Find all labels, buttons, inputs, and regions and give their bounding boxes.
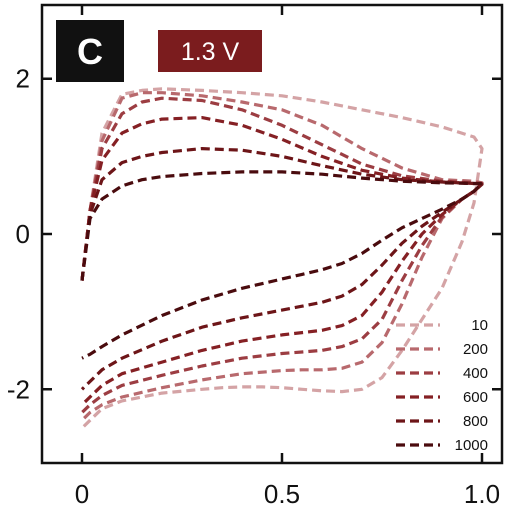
- tick-layer: 0 0.5 1.0 -2 0 2: [7, 5, 502, 508]
- panel-label-background: [56, 20, 124, 82]
- x-tick-label: 0: [75, 479, 89, 508]
- panel-label-badge: C: [56, 20, 124, 82]
- voltage-badge-background: [158, 30, 262, 72]
- legend-label-1000: 1000: [455, 437, 488, 454]
- series-line-200: [80, 91, 484, 422]
- legend: 10 200 400 600 800 1000: [396, 317, 488, 454]
- series-line-600: [80, 115, 484, 406]
- voltage-badge: 1.3 V: [158, 30, 262, 72]
- voltage-badge-text: 1.3 V: [181, 38, 240, 66]
- series-layer: [80, 87, 484, 430]
- legend-label-600: 600: [463, 389, 488, 406]
- y-tick-label: -2: [7, 374, 30, 404]
- legend-label-10: 10: [471, 317, 488, 334]
- y-tick-label: 2: [16, 64, 30, 94]
- panel-label-text: C: [77, 31, 103, 72]
- legend-label-400: 400: [463, 365, 488, 382]
- series-line-10: [80, 87, 484, 430]
- series-line-1000: [80, 170, 484, 360]
- x-tick-label: 0.5: [264, 479, 300, 508]
- y-tick-label: 0: [16, 219, 30, 249]
- x-tick-label: 1.0: [464, 479, 500, 508]
- legend-label-200: 200: [463, 341, 488, 358]
- legend-label-800: 800: [463, 413, 488, 430]
